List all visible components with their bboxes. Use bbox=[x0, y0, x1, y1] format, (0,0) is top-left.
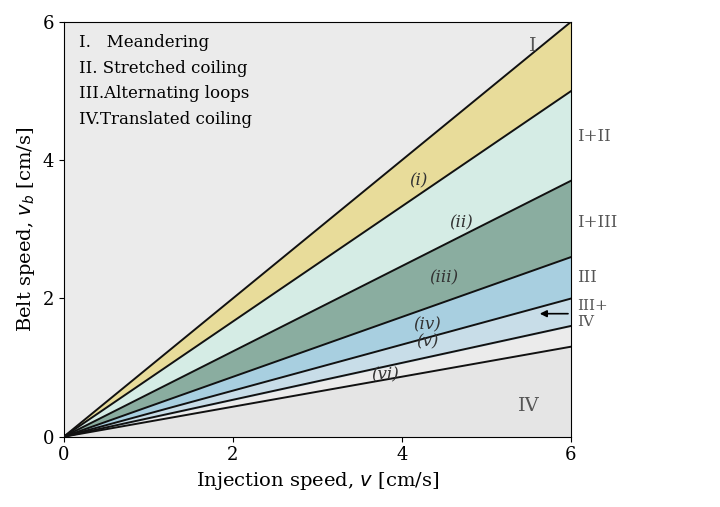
Text: (v): (v) bbox=[416, 334, 438, 350]
Text: (iv): (iv) bbox=[413, 316, 441, 333]
Text: I+III: I+III bbox=[577, 214, 618, 231]
Text: III: III bbox=[577, 269, 598, 286]
X-axis label: Injection speed, $v$ [cm/s]: Injection speed, $v$ [cm/s] bbox=[196, 470, 439, 492]
Text: (i): (i) bbox=[410, 172, 428, 190]
Text: I+II: I+II bbox=[577, 128, 611, 144]
Text: I.   Meandering
II. Stretched coiling
III.Alternating loops
IV.Translated coilin: I. Meandering II. Stretched coiling III.… bbox=[79, 34, 252, 128]
Text: (ii): (ii) bbox=[449, 214, 473, 231]
Text: I: I bbox=[529, 37, 536, 55]
Text: (iii): (iii) bbox=[429, 269, 459, 286]
Text: III+
IV: III+ IV bbox=[577, 299, 608, 329]
Y-axis label: Belt speed, $v_b$ [cm/s]: Belt speed, $v_b$ [cm/s] bbox=[15, 127, 37, 332]
Text: IV: IV bbox=[518, 396, 539, 415]
Text: (vi): (vi) bbox=[371, 366, 399, 383]
